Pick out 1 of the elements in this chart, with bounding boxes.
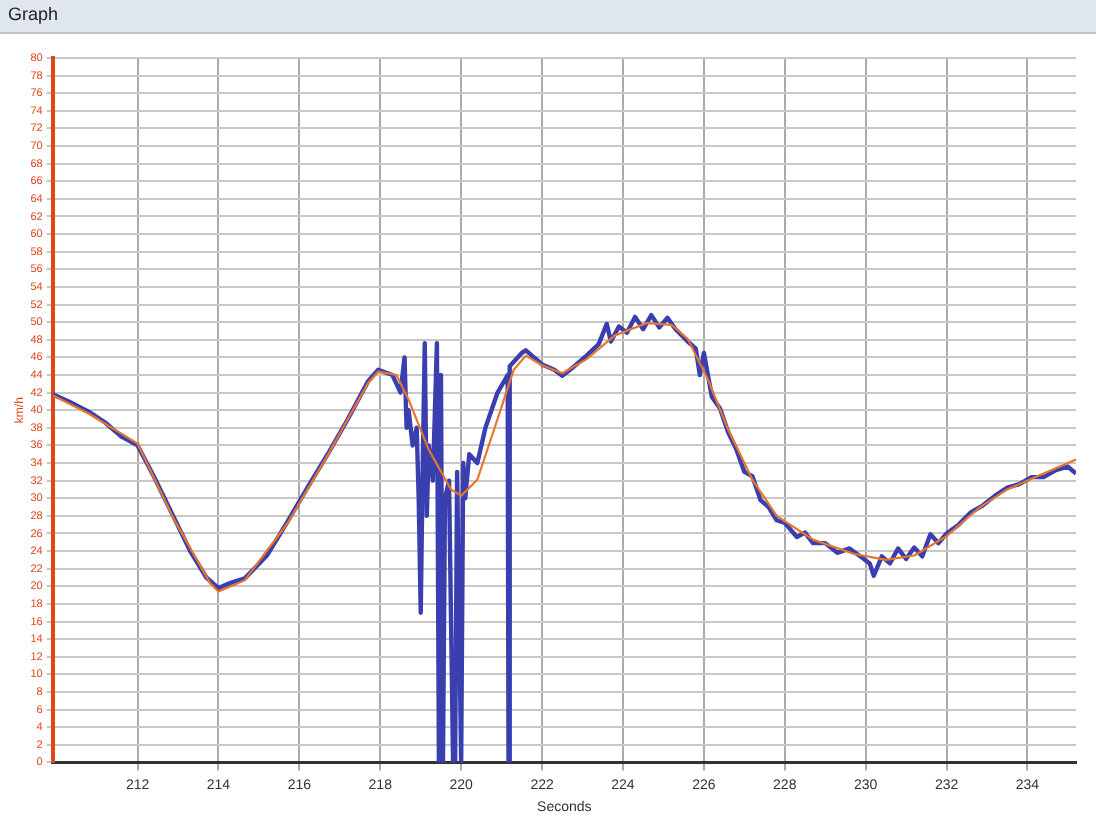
chart-title: Graph xyxy=(8,4,59,24)
